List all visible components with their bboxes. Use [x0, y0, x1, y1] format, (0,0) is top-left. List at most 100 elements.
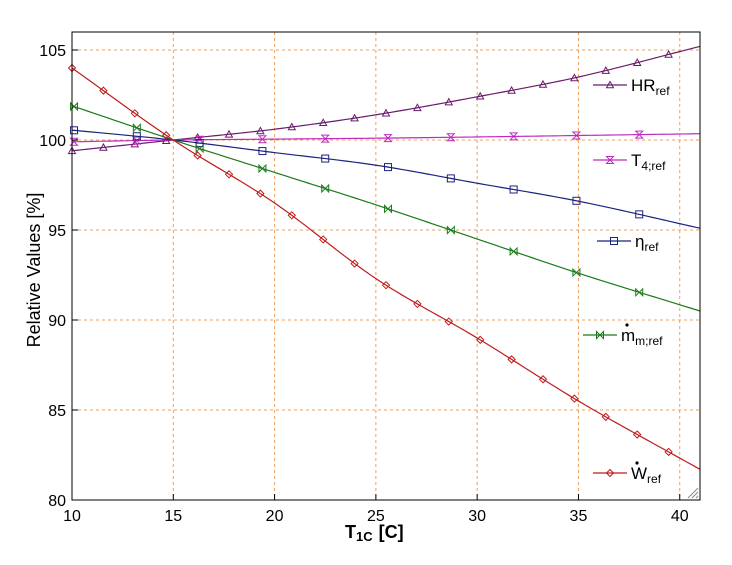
- data-point-wdot: [224, 170, 234, 179]
- data-point-mdot: [258, 163, 267, 174]
- x-tick-label: 35: [570, 508, 588, 525]
- data-point-t4: [320, 134, 330, 143]
- data-point-hr: [601, 66, 611, 74]
- data-point-eta: [258, 147, 267, 156]
- series-wdot: [67, 63, 701, 470]
- plot-frame: [71, 31, 701, 501]
- data-point-eta: [321, 154, 330, 163]
- series-line-wdot: [71, 67, 701, 470]
- legend-dot-accent: [625, 323, 629, 327]
- series-line-eta: [71, 129, 701, 229]
- data-point-mdot: [509, 246, 518, 257]
- data-point-eta: [195, 139, 204, 148]
- legend-label-eta: ηref: [635, 232, 659, 254]
- y-tick-label: 90: [48, 313, 66, 330]
- data-point-wdot: [507, 355, 516, 364]
- data-point-hr: [475, 91, 485, 100]
- legend-swatch-marker: [605, 156, 615, 164]
- y-axis-label: Relative Values [%]: [24, 193, 44, 348]
- data-point-hr: [99, 142, 108, 151]
- legend-label-sub: 4;ref: [641, 159, 666, 173]
- data-point-hr: [507, 85, 516, 94]
- data-point-wdot: [256, 189, 265, 198]
- legend-swatch-marker: [596, 330, 604, 340]
- data-point-hr: [664, 49, 673, 58]
- legend-label-main: W: [631, 464, 647, 483]
- data-point-mdot: [446, 225, 455, 235]
- data-point-t4: [257, 135, 268, 144]
- series-mdot: [70, 101, 701, 312]
- x-axis-label-sub: 1C: [356, 529, 373, 544]
- data-point-hr: [224, 129, 234, 138]
- data-point-wdot: [664, 447, 673, 457]
- series-line-mdot: [71, 105, 701, 312]
- axes: [71, 31, 701, 501]
- data-point-t4: [383, 134, 393, 143]
- data-point-mdot: [132, 123, 141, 133]
- data-point-t4: [69, 137, 79, 146]
- legend-label-sub: ref: [644, 240, 659, 254]
- legend-label-sub: m;ref: [635, 334, 663, 348]
- legend-label-mdot: mm;ref: [621, 326, 663, 348]
- x-axis-label-unit: [C]: [379, 522, 404, 542]
- data-point-wdot: [632, 430, 642, 439]
- tick-labels: 10 15 20 25 30 35 40 80 85 90 95 100 105: [39, 43, 688, 525]
- data-point-hr: [256, 126, 265, 135]
- data-point-eta: [446, 174, 455, 183]
- data-point-wdot: [318, 235, 328, 244]
- data-point-wdot: [444, 317, 454, 326]
- data-point-t4: [446, 133, 456, 142]
- legend-swatch-marker: [610, 237, 618, 245]
- y-tick-label: 105: [39, 43, 66, 60]
- data-point-wdot: [381, 280, 391, 290]
- data-point-hr: [381, 108, 391, 117]
- legend-label-t4: T4;ref: [631, 151, 666, 173]
- legend-item-t4: T4;ref: [593, 151, 666, 173]
- data-point-hr: [413, 103, 422, 112]
- legend-dot-accent: [635, 461, 639, 465]
- x-tick-label: 40: [671, 508, 689, 525]
- data-point-eta: [70, 126, 79, 135]
- data-point-wdot: [193, 151, 202, 160]
- legend-label-sub: ref: [656, 84, 671, 98]
- legend-label-sub: ref: [647, 472, 662, 486]
- y-tick-label: 100: [39, 133, 66, 150]
- legend-item-eta: ηref: [597, 232, 659, 254]
- series-eta: [70, 126, 701, 229]
- legend-label-hr: HRref: [631, 76, 670, 98]
- data-point-wdot: [287, 211, 297, 220]
- data-point-t4: [571, 131, 582, 140]
- x-tick-label: 20: [266, 508, 284, 525]
- series-layer: [67, 45, 701, 470]
- legend-item-wdot: Wref: [593, 461, 662, 486]
- data-point-mdot: [321, 183, 330, 194]
- legend-label-wdot: Wref: [631, 464, 662, 486]
- data-point-eta: [509, 185, 518, 194]
- data-point-hr: [538, 79, 548, 88]
- legend-item-mdot: mm;ref: [583, 323, 663, 348]
- data-point-wdot: [130, 109, 140, 118]
- data-point-wdot: [350, 259, 359, 268]
- data-point-wdot: [161, 131, 171, 140]
- data-point-eta: [635, 210, 644, 219]
- resize-grip-icon: [687, 487, 699, 499]
- data-point-wdot: [601, 412, 611, 422]
- legend-label-main: HR: [631, 76, 656, 95]
- data-point-hr: [350, 113, 359, 122]
- data-point-mdot: [70, 101, 79, 112]
- x-axis-label-main: T: [345, 522, 356, 542]
- data-point-wdot: [99, 86, 108, 95]
- grip-line: [687, 487, 699, 499]
- data-point-eta: [132, 132, 141, 141]
- data-point-hr: [632, 58, 642, 66]
- legend-swatch-marker: [605, 80, 615, 89]
- data-point-hr: [570, 73, 579, 82]
- data-point-eta: [572, 196, 581, 205]
- grip-line: [695, 495, 699, 499]
- legend-label-main: η: [635, 232, 644, 251]
- x-tick-label: 10: [63, 508, 81, 525]
- data-point-mdot: [384, 204, 393, 214]
- data-point-wdot: [475, 335, 485, 345]
